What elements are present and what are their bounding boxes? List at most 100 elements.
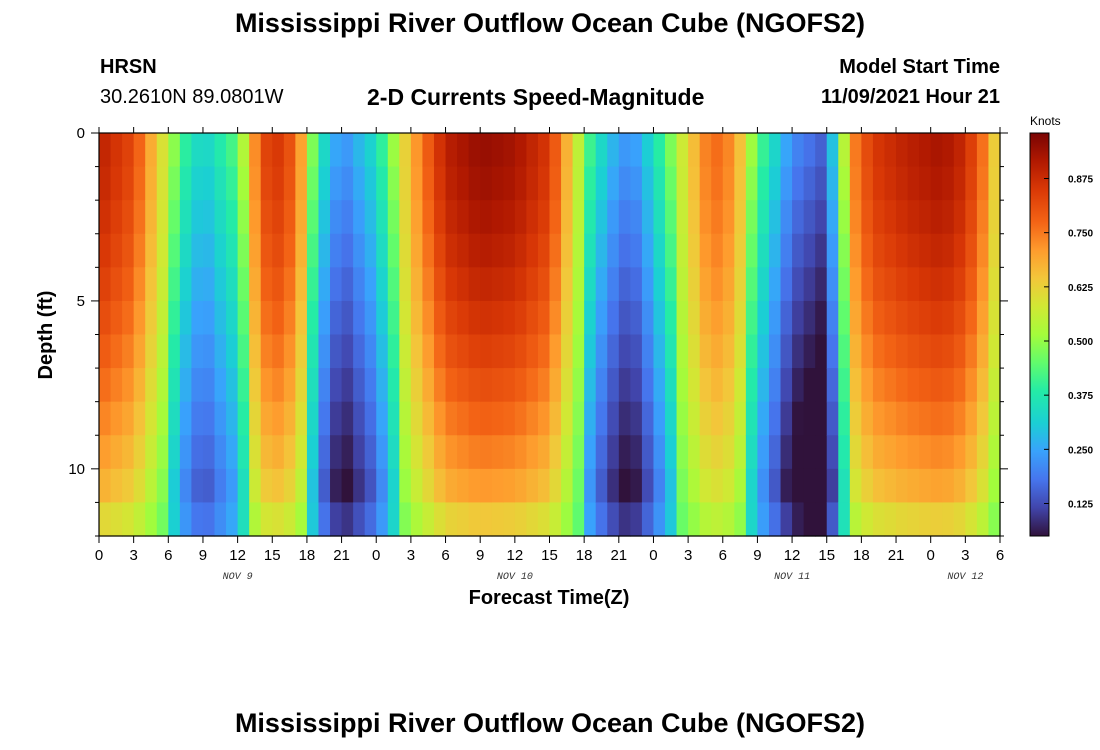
heatmap-cell — [491, 435, 504, 470]
heatmap-cell — [468, 334, 481, 369]
heatmap-cell — [826, 200, 839, 235]
heatmap-cell — [214, 435, 227, 470]
heatmap-cell — [422, 233, 435, 268]
heatmap-cell — [353, 166, 366, 201]
heatmap-cell — [919, 200, 932, 235]
heatmap-cell — [99, 334, 112, 369]
heatmap-cell — [849, 200, 862, 235]
heatmap-cell — [410, 368, 424, 403]
heatmap-cell — [826, 166, 839, 201]
heatmap-cell — [249, 401, 262, 436]
heatmap-cell — [537, 401, 551, 436]
heatmap-cell — [399, 368, 412, 403]
heatmap-cell — [757, 166, 770, 201]
colorbar-unit: Knots — [1030, 114, 1061, 128]
heatmap-cell — [780, 267, 793, 302]
heatmap-cell — [826, 233, 839, 268]
heatmap-cell — [699, 468, 712, 504]
heatmap-cell — [780, 502, 793, 537]
heatmap-cell — [214, 401, 227, 436]
heatmap-cell — [260, 267, 273, 302]
heatmap-cell — [734, 435, 747, 470]
heatmap-cell — [457, 166, 470, 201]
heatmap-cell — [364, 233, 377, 268]
heatmap-cell — [422, 300, 435, 336]
heatmap-cell — [976, 401, 990, 436]
heatmap-cell — [422, 502, 435, 537]
heatmap-cell — [306, 368, 320, 403]
heatmap-cell — [942, 368, 955, 403]
heatmap-cell — [838, 401, 851, 436]
heatmap-cell — [376, 435, 389, 470]
heatmap-cell — [480, 233, 493, 268]
heatmap-cell — [665, 468, 678, 504]
heatmap-cell — [711, 200, 724, 235]
heatmap-cell — [688, 133, 701, 168]
heatmap-cell — [249, 502, 262, 537]
colorbar-tick-label: 0.625 — [1068, 283, 1093, 294]
heatmap-cell — [341, 468, 354, 504]
heatmap-cell — [745, 233, 759, 268]
heatmap-cell — [861, 435, 874, 470]
heatmap-cell — [330, 334, 343, 369]
heatmap-cell — [202, 368, 216, 403]
heatmap-cell — [283, 435, 296, 470]
heatmap-cell — [179, 401, 193, 436]
heatmap-cell — [457, 401, 470, 436]
heatmap-cell — [445, 468, 458, 504]
heatmap-cell — [595, 200, 608, 235]
heatmap-cell — [133, 267, 146, 302]
heatmap-cell — [145, 334, 158, 369]
heatmap-cell — [364, 267, 377, 302]
heatmap-cell — [99, 300, 112, 336]
heatmap-cell — [849, 300, 862, 336]
heatmap-cell — [919, 267, 932, 302]
heatmap-cell — [595, 368, 608, 403]
heatmap-cell — [514, 468, 527, 504]
heatmap-cell — [699, 133, 712, 168]
heatmap-cell — [410, 233, 424, 268]
heatmap-cell — [988, 133, 1001, 168]
heatmap-cell — [306, 468, 320, 504]
heatmap-cell — [133, 200, 146, 235]
heatmap-cell — [676, 468, 689, 504]
heatmap-cell — [572, 133, 585, 168]
heatmap-cell — [607, 368, 620, 403]
heatmap-cell — [491, 267, 504, 302]
heatmap-cell — [237, 502, 250, 537]
heatmap-cell — [988, 435, 1001, 470]
heatmap-cell — [711, 435, 724, 470]
heatmap-cell — [468, 368, 481, 403]
x-tick-label: 0 — [927, 547, 935, 564]
heatmap-cell — [607, 267, 620, 302]
heatmap-cell — [283, 401, 296, 436]
heatmap-cell — [226, 502, 239, 537]
heatmap-cell — [376, 233, 389, 268]
heatmap-cell — [861, 401, 874, 436]
heatmap-cell — [283, 166, 296, 201]
heatmap-cell — [653, 133, 666, 168]
heatmap-cell — [410, 502, 424, 537]
heatmap-cell — [330, 468, 343, 504]
heatmap-cell — [584, 468, 597, 504]
heatmap-cell — [283, 334, 296, 369]
heatmap-cell — [607, 233, 620, 268]
heatmap-cell — [561, 200, 574, 235]
heatmap-cell — [433, 502, 447, 537]
heatmap-cell — [295, 334, 308, 369]
heatmap-cell — [226, 334, 239, 369]
heatmap-cell — [572, 233, 585, 268]
heatmap-cell — [214, 133, 227, 168]
heatmap-cell — [433, 368, 447, 403]
heatmap-cell — [665, 233, 678, 268]
heatmap-cell — [942, 133, 955, 168]
heatmap-cell — [792, 468, 805, 504]
heatmap-cell — [976, 233, 990, 268]
heatmap-cell — [815, 368, 828, 403]
heatmap-cell — [676, 435, 689, 470]
heatmap-cell — [942, 435, 955, 470]
heatmap-cell — [272, 368, 285, 403]
heatmap-cell — [387, 200, 400, 235]
heatmap-cell — [480, 334, 493, 369]
heatmap-cell — [399, 133, 412, 168]
